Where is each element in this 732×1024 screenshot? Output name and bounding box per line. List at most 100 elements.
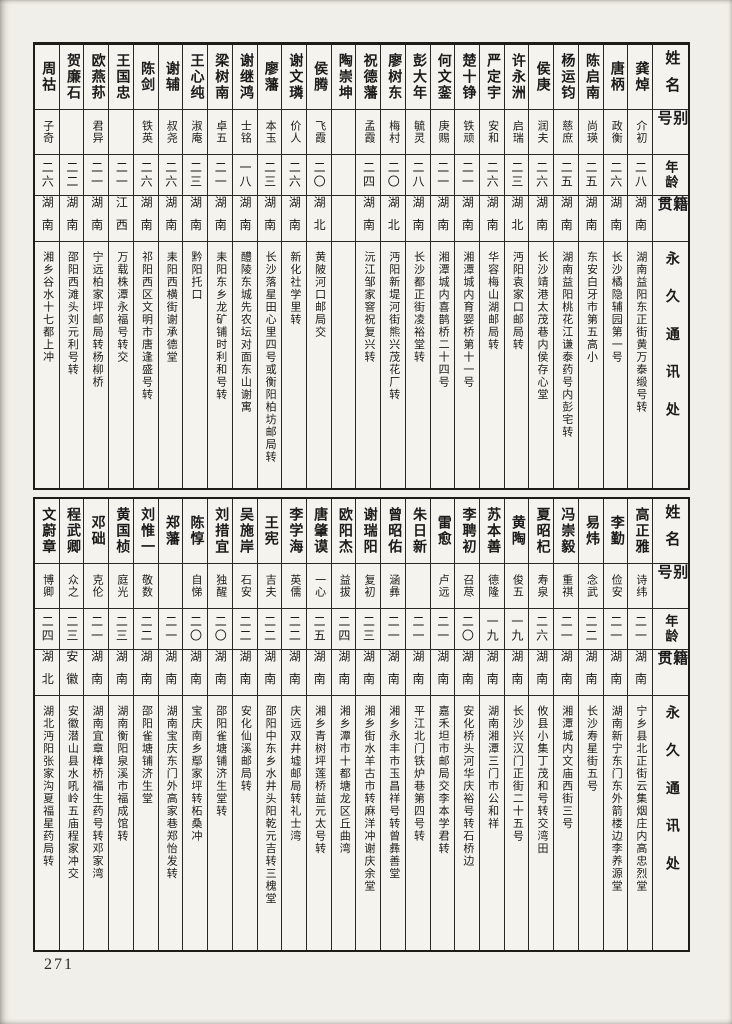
person-alias: 英儒 xyxy=(282,564,306,609)
person-native-text: 湖南 xyxy=(89,650,104,695)
person-age-text: 二一 xyxy=(559,615,574,643)
person-alias: 卓五 xyxy=(208,110,232,155)
person-name-text: 廖树东 xyxy=(386,53,402,101)
person-alias: 卢远 xyxy=(430,564,455,609)
person-address-text: 长沙寿星街五号 xyxy=(585,705,598,793)
person-age-text: 二三 xyxy=(64,615,79,643)
person-name-text: 雷愈 xyxy=(435,515,451,547)
directory-table-top: 姓名 别号 年龄 籍贯 永久通讯处 龚焯 介初 二八 湖南 湖南益阳东正街黄万泰… xyxy=(33,42,690,490)
person-age: 二一 xyxy=(430,155,455,196)
person-native-text: 湖南 xyxy=(163,650,178,695)
person-name: 高正雅 xyxy=(628,499,652,564)
person-age-text: 二八 xyxy=(633,161,648,189)
person-address-text: 长沙靖港太茂巷内侯存心堂 xyxy=(536,251,549,401)
person-alias: 润夫 xyxy=(529,110,554,155)
person-age xyxy=(331,155,356,196)
person-address-text: 湖南新宁东门东外箭楼边李养源堂 xyxy=(610,705,623,893)
person-alias-text: 士铭 xyxy=(239,120,252,144)
person-address-text: 沔阳袁家口邮局转 xyxy=(511,251,524,351)
person-age: 二一 xyxy=(628,609,652,650)
person-name-text: 曾昭佑 xyxy=(386,507,402,555)
person-alias-text: 独醒 xyxy=(214,574,227,598)
person-native-place: 湖北 xyxy=(35,650,59,696)
person-name: 廖树东 xyxy=(381,45,405,110)
person-column: 梁树南 卓五 二一 湖南 耒阳东乡龙矿铺时利和号转 xyxy=(207,45,232,488)
person-age: 二一 xyxy=(554,609,578,650)
person-address: 安徽潜山县水吼岭五庙程家冲交 xyxy=(60,696,84,950)
person-name-text: 苏本善 xyxy=(485,507,501,555)
person-age: 二四 xyxy=(331,609,356,650)
person-name-text: 周祜 xyxy=(40,61,56,93)
person-native-text: 湖南 xyxy=(361,196,376,241)
person-name: 欧阳杰 xyxy=(331,499,356,564)
person-name-text: 许永洲 xyxy=(509,53,525,101)
person-native-place: 湖南 xyxy=(158,650,183,696)
person-native-text: 湖北 xyxy=(312,196,327,241)
person-address-text: 湖北沔阳张家沟夏福星药局转 xyxy=(41,705,54,868)
person-alias-text: 卢远 xyxy=(437,574,450,598)
person-age: 二二 xyxy=(59,155,84,196)
person-age-text: 二五 xyxy=(584,161,598,189)
person-name-text: 谢文璘 xyxy=(287,53,303,101)
person-age: 二三 xyxy=(59,609,84,650)
person-alias: 淑庵 xyxy=(183,110,208,155)
person-column: 龚焯 介初 二八 湖南 湖南益阳东正街黄万泰缎号转 xyxy=(627,45,652,488)
person-native-place: 湖北 xyxy=(306,196,331,242)
person-address: 祁阳西区文明市唐逢盛号转 xyxy=(134,242,158,488)
person-native-text: 湖南 xyxy=(163,196,178,241)
person-column: 祝德藩 孟霞 二四 湖南 沅江邹家窨祝复兴转 xyxy=(355,45,381,488)
person-native-place: 湖北 xyxy=(381,196,405,242)
person-age-text: 二六 xyxy=(287,161,302,189)
person-alias: 价人 xyxy=(282,110,306,155)
person-age: 二五 xyxy=(578,155,603,196)
person-name-text: 梁树南 xyxy=(213,53,229,101)
person-address: 万载株潭永福号转交 xyxy=(109,242,133,488)
person-name: 陈惇 xyxy=(183,499,208,564)
person-address-text: 邵阳雀塘铺济生堂转 xyxy=(214,705,227,818)
person-alias-text: 石安 xyxy=(239,574,252,598)
person-name: 李聘初 xyxy=(455,499,479,564)
person-name: 唐柄 xyxy=(603,45,628,110)
person-name-text: 何文銮 xyxy=(435,53,451,101)
person-name-text: 郑藩 xyxy=(163,515,179,547)
person-address-text: 湘乡街水羊古市转麻洋冲谢庆余堂 xyxy=(363,705,375,893)
person-alias-text: 益拔 xyxy=(338,574,351,598)
person-alias: 庚赐 xyxy=(430,110,455,155)
person-alias-text: 重祺 xyxy=(560,574,573,598)
person-name: 文蔚章 xyxy=(35,499,59,564)
person-age: 二五 xyxy=(306,609,331,650)
person-native-place: 湖南 xyxy=(59,196,84,242)
person-age-text: 二六 xyxy=(608,161,623,189)
person-native-text: 湖南 xyxy=(287,650,302,695)
person-age: 二六 xyxy=(479,155,504,196)
person-name: 严定宇 xyxy=(479,45,504,110)
person-alias: 独醒 xyxy=(208,564,232,609)
person-name-text: 李勤 xyxy=(608,515,624,547)
person-alias xyxy=(405,564,430,609)
person-column: 杨运钧 慈庶 二五 湖南 湖南益阳桃花江谦泰药号内彭宅转 xyxy=(553,45,578,488)
person-name: 侯腾 xyxy=(306,45,331,110)
person-alias-text: 君异 xyxy=(91,120,104,144)
person-age-text: 二〇 xyxy=(213,615,228,643)
person-alias: 吉夫 xyxy=(257,564,282,609)
person-address-text: 湖南衡阳泉溪市福成馆转 xyxy=(115,705,128,843)
person-address: 平江北门铁炉巷第四号转 xyxy=(406,696,430,950)
person-column: 侯腾 飞霞 二〇 湖北 黄陂河口邮局交 xyxy=(305,45,331,488)
person-alias: 寿泉 xyxy=(529,564,554,609)
person-alias: 毓灵 xyxy=(405,110,430,155)
person-age-text: 二三 xyxy=(188,161,203,189)
person-address-text: 宝庆南乡鄢家坪转柘桑冲 xyxy=(189,705,202,843)
person-address: 湖北沔阳张家沟夏福星药局转 xyxy=(35,696,59,950)
person-address: 长沙兴汉门正街二十五号 xyxy=(505,696,529,950)
person-column: 王心纯 淑庵 二三 湖南 黔阳托口 xyxy=(182,45,208,488)
person-address-text: 湘乡青树坪莲桥益元太号转 xyxy=(313,705,326,855)
person-native-text: 湖北 xyxy=(386,196,401,241)
person-alias-text: 克伦 xyxy=(91,574,104,598)
person-column: 李聘初 召荩 二〇 湖南 安化桥头河华庆裕号转石桥边 xyxy=(454,499,479,950)
person-age: 二六 xyxy=(603,155,628,196)
person-alias: 介初 xyxy=(628,110,652,155)
person-native-place: 湖南 xyxy=(331,650,356,696)
person-age: 二六 xyxy=(35,155,59,196)
person-alias: 孟霞 xyxy=(356,110,381,155)
person-alias-text: 俊五 xyxy=(511,574,524,598)
